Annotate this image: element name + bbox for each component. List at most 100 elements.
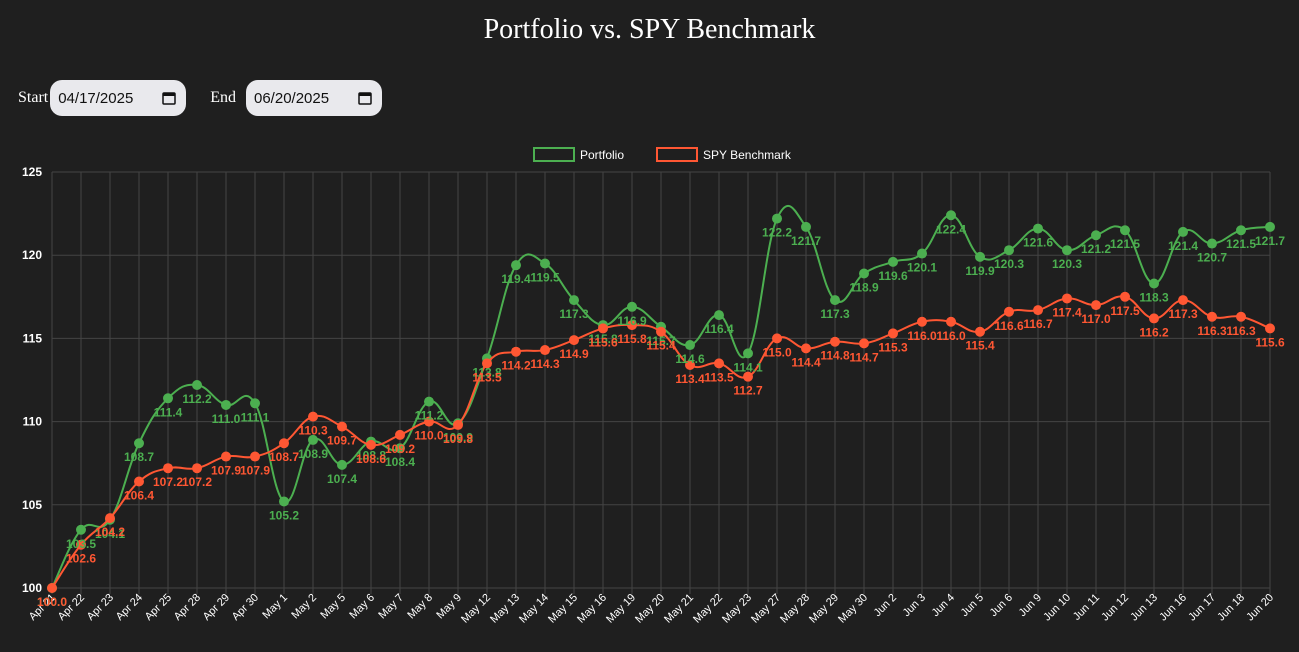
data-point [337,421,347,432]
end-label: End [210,89,236,106]
data-point [859,338,869,349]
data-point [1207,238,1217,249]
data-label: 111.4 [154,405,183,419]
data-point [308,434,318,445]
data-label: 109.7 [327,434,357,448]
data-label: 121.5 [1226,237,1256,251]
data-label: 116.3 [1226,324,1256,338]
x-tick-label: May 7 [376,592,406,622]
data-point [1091,300,1101,311]
data-point [453,419,463,430]
data-label: 119.9 [965,264,995,278]
data-point [540,345,550,356]
data-label: 118.9 [849,281,879,295]
data-label: 107.2 [182,475,212,489]
data-point [1120,291,1130,302]
data-label: 112.2 [182,392,212,406]
x-tick-label: Jun 6 [988,592,1016,620]
data-point [511,260,521,271]
data-point [337,459,347,470]
data-point [47,583,57,593]
data-point [714,358,724,369]
calendar-icon[interactable] [358,91,372,105]
calendar-icon[interactable] [162,91,176,105]
legend-swatch [656,147,698,162]
data-label: 115.6 [1255,335,1285,349]
data-point [627,301,637,312]
x-tick-label: May 22 [691,592,725,626]
x-tick-label: Jun 13 [1128,592,1160,624]
legend-label: SPY Benchmark [703,148,792,162]
y-tick-label: 110 [23,415,43,429]
data-label: 116.3 [1197,324,1227,338]
data-point [482,358,492,369]
data-label: 115.0 [762,345,792,359]
data-point [540,258,550,269]
x-tick-label: Jun 18 [1215,592,1247,624]
x-tick-label: May 21 [662,592,696,626]
data-label: 114.2 [501,359,531,373]
data-label: 105.2 [269,508,299,522]
data-point [511,346,521,357]
data-point [772,213,782,224]
data-label: 117.3 [1168,307,1198,321]
data-point [598,323,608,334]
data-label: 121.5 [1110,237,1140,251]
data-point [1236,225,1246,236]
data-label: 114.1 [733,360,763,374]
data-point [569,295,579,306]
data-point [685,340,695,351]
x-tick-label: Apr 24 [114,592,145,623]
chart-legend[interactable]: Portfolio SPY Benchmark [533,147,792,162]
data-label: 100.0 [37,595,67,609]
data-point [395,443,405,454]
data-label: 104.2 [95,525,125,539]
chart-series [47,204,1275,593]
data-point [1120,225,1130,236]
data-point [627,320,637,331]
data-point [1033,305,1043,316]
data-label: 121.4 [1168,239,1198,253]
x-tick-label: May 16 [575,592,609,626]
start-label: Start [18,89,49,106]
data-point [917,248,927,259]
data-label: 120.3 [1052,257,1082,271]
data-point [192,379,202,390]
x-tick-label: May 5 [318,592,348,622]
x-tick-label: Apr 25 [143,592,174,623]
x-tick-label: Apr 28 [172,592,203,623]
x-tick-label: May 13 [488,592,522,626]
data-label: 113.5 [704,370,734,384]
start-date-value: 04/17/2025 [58,89,134,107]
data-label: 115.8 [617,332,647,346]
data-point [1265,323,1275,334]
data-label: 108.6 [356,452,386,466]
data-point [76,524,86,535]
x-tick-label: Jun 3 [901,592,929,620]
x-tick-label: Jun 5 [959,592,987,620]
x-tick-label: Jun 16 [1157,592,1189,624]
data-point [801,221,811,232]
data-point [395,429,405,440]
x-tick-label: May 1 [260,592,290,622]
data-label: 109.9 [443,430,473,444]
data-label: 117.0 [1081,312,1111,326]
data-point [917,316,927,327]
data-label: 114.8 [820,349,850,363]
legend-item-1[interactable]: SPY Benchmark [656,147,792,162]
data-point [424,416,434,427]
data-label: 116.6 [994,319,1024,333]
x-tick-label: May 2 [289,592,319,622]
data-point [76,539,86,550]
data-label: 116.4 [704,322,734,336]
start-date-input[interactable]: 04/17/2025 [50,80,187,116]
data-label: 121.2 [1081,242,1111,256]
x-tick-label: Jun 12 [1099,592,1131,624]
legend-item-0[interactable]: Portfolio [533,147,624,162]
data-point [1236,311,1246,322]
legend-swatch [533,147,575,162]
x-tick-label: Jun 17 [1186,592,1218,624]
data-label: 107.4 [327,472,357,486]
data-label: 107.2 [153,475,183,489]
end-date-input[interactable]: 06/20/2025 [246,80,382,116]
